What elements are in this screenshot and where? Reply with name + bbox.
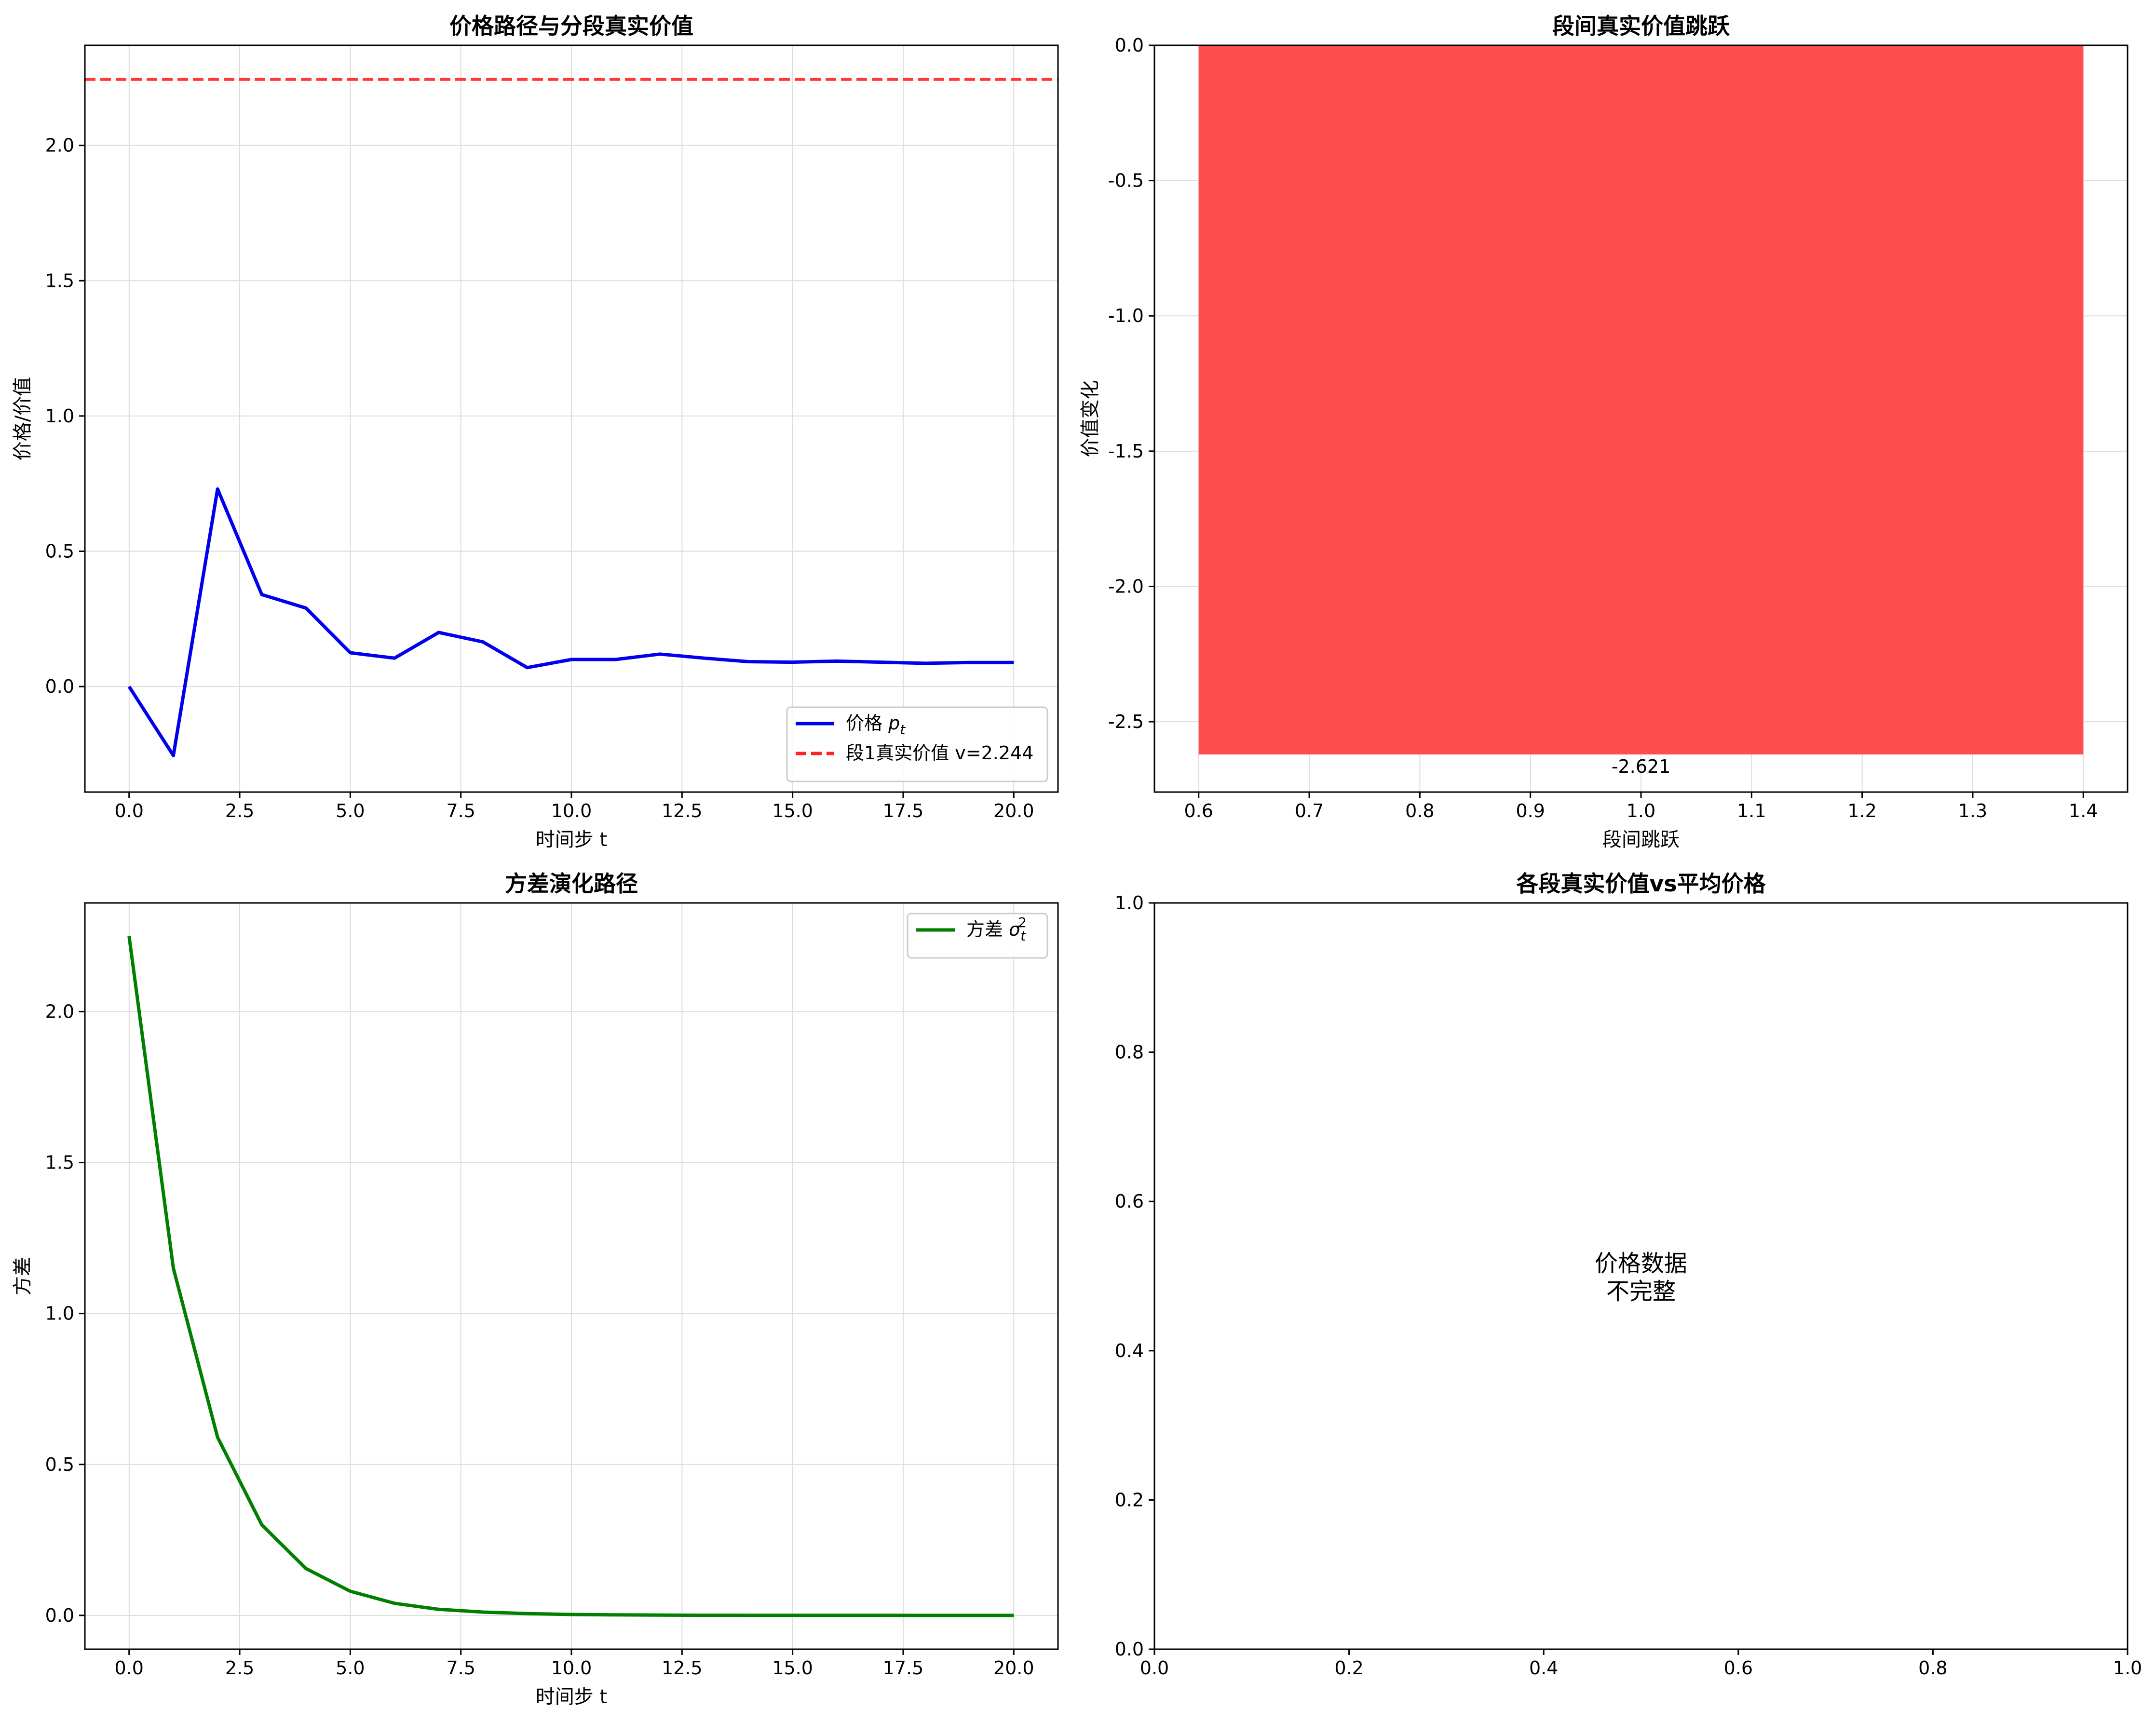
x-tick-label: 0.4 xyxy=(1529,1657,1558,1679)
x-tick-label: 0.6 xyxy=(1184,800,1213,821)
y-tick-label: 0.5 xyxy=(45,541,74,562)
legend-text-part: σ xyxy=(1009,919,1021,940)
chart-title: 价格路径与分段真实价值 xyxy=(449,13,693,39)
chart-panel-4: 0.0 0.2 0.4 0.6 0.8 1.0 0.0 0.2 0.4 0.6 0.8 1.0 各段真实… xyxy=(1115,871,2142,1679)
y-tick-label: 2.0 xyxy=(45,135,74,156)
x-tick-label: 1.4 xyxy=(2069,800,2098,821)
x-axis-label: 时间步 t xyxy=(536,1686,607,1708)
y-tick-label: -0.5 xyxy=(1108,170,1144,191)
y-tick-label: 0.8 xyxy=(1115,1042,1144,1063)
x-tick-label: 17.5 xyxy=(883,1657,924,1679)
x-tick-label: 7.5 xyxy=(446,800,475,821)
y-tick-label: -2.0 xyxy=(1108,576,1144,597)
y-axis-label: 价格/价值 xyxy=(12,377,34,460)
y-tick-label: -2.5 xyxy=(1108,711,1144,732)
x-tick-label: 12.5 xyxy=(662,800,703,821)
x-tick-label: 0.0 xyxy=(115,1657,144,1679)
x-tick-label: 0.0 xyxy=(1140,1657,1169,1679)
chart-title: 段间真实价值跳跃 xyxy=(1552,13,1730,39)
bar-value-label: -2.621 xyxy=(1612,756,1671,777)
y-tick-label: 1.0 xyxy=(1115,892,1144,914)
x-tick-label: 15.0 xyxy=(772,1657,813,1679)
y-tick-label: 0.4 xyxy=(1115,1340,1144,1361)
x-tick-label: 20.0 xyxy=(993,800,1034,821)
y-tick-label: -1.0 xyxy=(1108,305,1144,326)
legend-text-part: 2 xyxy=(1018,915,1027,930)
chart-title: 方差演化路径 xyxy=(505,871,638,897)
x-tick-label: 10.0 xyxy=(551,800,592,821)
y-tick-label: 1.5 xyxy=(45,270,74,291)
x-tick-label: 0.6 xyxy=(1724,1657,1753,1679)
y-tick-label: -1.5 xyxy=(1108,441,1144,462)
chart-title: 各段真实价值vs平均价格 xyxy=(1516,871,1766,897)
y-tick-label: 0.2 xyxy=(1115,1489,1144,1510)
legend: 方差 σt2 xyxy=(907,913,1048,959)
x-axis-label: 段间跳跃 xyxy=(1602,829,1680,851)
x-tick-label: 2.5 xyxy=(225,800,254,821)
legend-text-part: 价格 xyxy=(846,713,888,734)
legend-entry: 方差 σt2 xyxy=(966,915,1027,944)
x-tick-label: 0.8 xyxy=(1405,800,1434,821)
y-tick-label: 0.6 xyxy=(1115,1191,1144,1212)
x-tick-label: 0.8 xyxy=(1918,1657,1947,1679)
legend-box xyxy=(907,913,1048,959)
plot-area xyxy=(127,936,1014,1617)
x-tick-label: 12.5 xyxy=(662,1657,703,1679)
legend-entry: 价格 pt xyxy=(846,713,906,738)
x-tick-label: 17.5 xyxy=(883,800,924,821)
x-tick-label: 1.0 xyxy=(1627,800,1655,821)
x-tick-label: 1.0 xyxy=(2113,1657,2142,1679)
y-tick-label: 0.0 xyxy=(1115,35,1144,56)
legend: 价格 pt 段1真实价值 v=2.244 xyxy=(786,706,1048,782)
legend-text-part: t xyxy=(1020,928,1026,944)
chart-panel-2: -2.621 0.6 0.7 0.8 0.9 1.0 1.1 1.2 1.3 1.4 0.0 -0.5… xyxy=(1079,13,2129,851)
y-tick-label: 0.5 xyxy=(45,1454,74,1475)
y-tick-label: 2.0 xyxy=(45,1001,74,1022)
plot-area xyxy=(85,78,1058,757)
y-axis-label: 方差 xyxy=(12,1257,34,1295)
x-tick-label: 0.2 xyxy=(1334,1657,1363,1679)
x-tick-label: 0.0 xyxy=(115,800,144,821)
gridlines xyxy=(85,903,1058,1649)
y-tick-label: 0.0 xyxy=(45,676,74,697)
y-tick-label: 0.0 xyxy=(45,1605,74,1626)
legend-box xyxy=(786,706,1048,782)
y-tick-label: 0.0 xyxy=(1115,1639,1144,1660)
gridlines xyxy=(85,45,1058,792)
y-tick-label: 1.5 xyxy=(45,1152,74,1173)
chart-panel-1: 0.0 2.5 5.0 7.5 10.0 12.5 15.0 17.5 20.0 0.0 0.5 1.… xyxy=(12,13,1059,851)
legend-text-part: 方差 xyxy=(966,919,1009,940)
legend-entry: 段1真实价值 v=2.244 xyxy=(846,742,1033,764)
plot-area xyxy=(1198,45,2084,754)
bar xyxy=(1198,45,2084,754)
x-tick-label: 2.5 xyxy=(225,1657,254,1679)
axes-frame xyxy=(1153,902,2129,1650)
x-tick-label: 0.9 xyxy=(1516,800,1545,821)
x-axis-label: 时间步 t xyxy=(536,829,607,851)
x-tick-label: 10.0 xyxy=(551,1657,592,1679)
y-tick-label: 1.0 xyxy=(45,1303,74,1324)
x-tick-label: 5.0 xyxy=(336,800,365,821)
legend-text-part: t xyxy=(900,722,906,738)
x-tick-label: 7.5 xyxy=(446,1657,475,1679)
y-axis-label: 价值变化 xyxy=(1079,380,1101,457)
no-data-message: 价格数据 xyxy=(1595,1250,1687,1277)
chart-panel-3: 0.0 2.5 5.0 7.5 10.0 12.5 15.0 17.5 20.0 0.0 0.5 1.… xyxy=(12,871,1059,1708)
x-tick-label: 0.7 xyxy=(1295,800,1324,821)
x-tick-label: 20.0 xyxy=(993,1657,1034,1679)
x-tick-label: 5.0 xyxy=(336,1657,365,1679)
y-tick-label: 1.0 xyxy=(45,405,74,427)
x-tick-label: 1.2 xyxy=(1847,800,1876,821)
x-tick-label: 1.1 xyxy=(1737,800,1766,821)
no-data-message: 不完整 xyxy=(1606,1278,1676,1305)
x-tick-label: 15.0 xyxy=(772,800,813,821)
legend-text-part: p xyxy=(888,713,900,734)
x-tick-label: 1.3 xyxy=(1958,800,1987,821)
